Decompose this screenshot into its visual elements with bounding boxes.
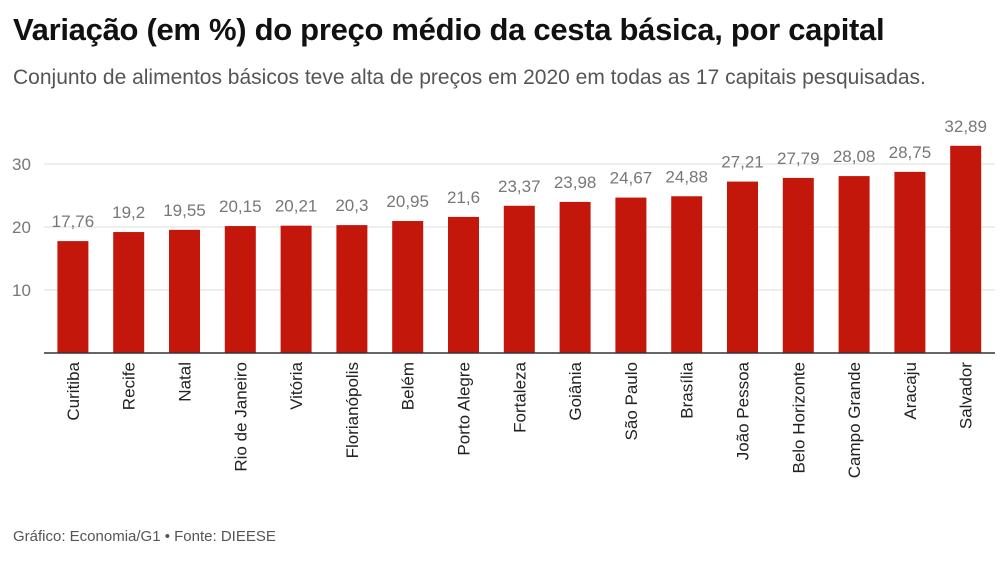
- value-label: 32,89: [944, 117, 987, 136]
- category-label: Natal: [176, 362, 195, 402]
- bar: [113, 232, 145, 353]
- category-label: Recife: [120, 362, 139, 410]
- labels: 10 20 30 17,76 Curitiba 19,2 Recife 19,55 Natal 2…: [12, 117, 987, 478]
- bars: [57, 145, 982, 353]
- category-label: Belo Horizonte: [789, 362, 808, 474]
- category-label: Aracaju: [901, 362, 920, 420]
- y-tick-label: 20: [12, 218, 31, 237]
- bar: [448, 216, 479, 353]
- value-label: 20,21: [275, 197, 318, 216]
- category-label: Salvador: [957, 362, 976, 429]
- bar: [782, 177, 814, 353]
- source-credit: Gráfico: Economia/G1 • Fonte: DIEESE: [13, 528, 276, 545]
- bar: [671, 196, 703, 353]
- value-label: 27,79: [777, 149, 820, 168]
- bar: [950, 145, 982, 353]
- value-label: 17,76: [52, 212, 95, 231]
- bar: [169, 229, 200, 353]
- category-label: Porto Alegre: [455, 362, 474, 456]
- bar: [503, 205, 535, 353]
- category-label: Fortaleza: [510, 361, 529, 432]
- category-label: Brasília: [678, 361, 697, 418]
- bar: [336, 225, 368, 353]
- category-label: Belém: [399, 362, 418, 410]
- category-label: Campo Grande: [845, 362, 864, 478]
- value-label: 20,3: [335, 196, 368, 215]
- category-label: Rio de Janeiro: [231, 362, 250, 472]
- value-label: 28,75: [889, 143, 932, 162]
- value-label: 20,15: [219, 197, 262, 216]
- category-label: Vitória: [287, 361, 306, 409]
- value-label: 23,98: [554, 173, 597, 192]
- value-label: 21,6: [447, 188, 480, 207]
- value-label: 24,88: [665, 167, 708, 186]
- bar: [224, 226, 256, 353]
- category-label: Curitiba: [64, 361, 83, 420]
- category-label: João Pessoa: [734, 361, 753, 460]
- value-label: 19,2: [112, 203, 145, 222]
- bar: [392, 221, 424, 353]
- category-label: São Paulo: [622, 362, 641, 440]
- value-label: 19,55: [163, 201, 206, 220]
- bar: [280, 225, 312, 353]
- value-label: 27,21: [721, 153, 764, 172]
- category-label: Florianópolis: [343, 362, 362, 458]
- bar: [894, 171, 926, 353]
- value-label: 20,95: [386, 192, 429, 211]
- category-label: Goiânia: [566, 361, 585, 420]
- chart-subtitle: Conjunto de alimentos básicos teve alta …: [13, 66, 926, 89]
- y-tick-label: 30: [12, 155, 31, 174]
- chart-title: Variação (em %) do preço médio da cesta …: [13, 12, 885, 47]
- value-label: 24,67: [610, 169, 653, 188]
- bar: [838, 176, 870, 353]
- bar: [615, 197, 647, 353]
- bar: [559, 201, 591, 353]
- bar: [727, 181, 758, 353]
- value-label: 23,37: [498, 177, 541, 196]
- bar: [57, 241, 89, 353]
- y-tick-label: 10: [12, 281, 31, 300]
- value-label: 28,08: [833, 147, 876, 166]
